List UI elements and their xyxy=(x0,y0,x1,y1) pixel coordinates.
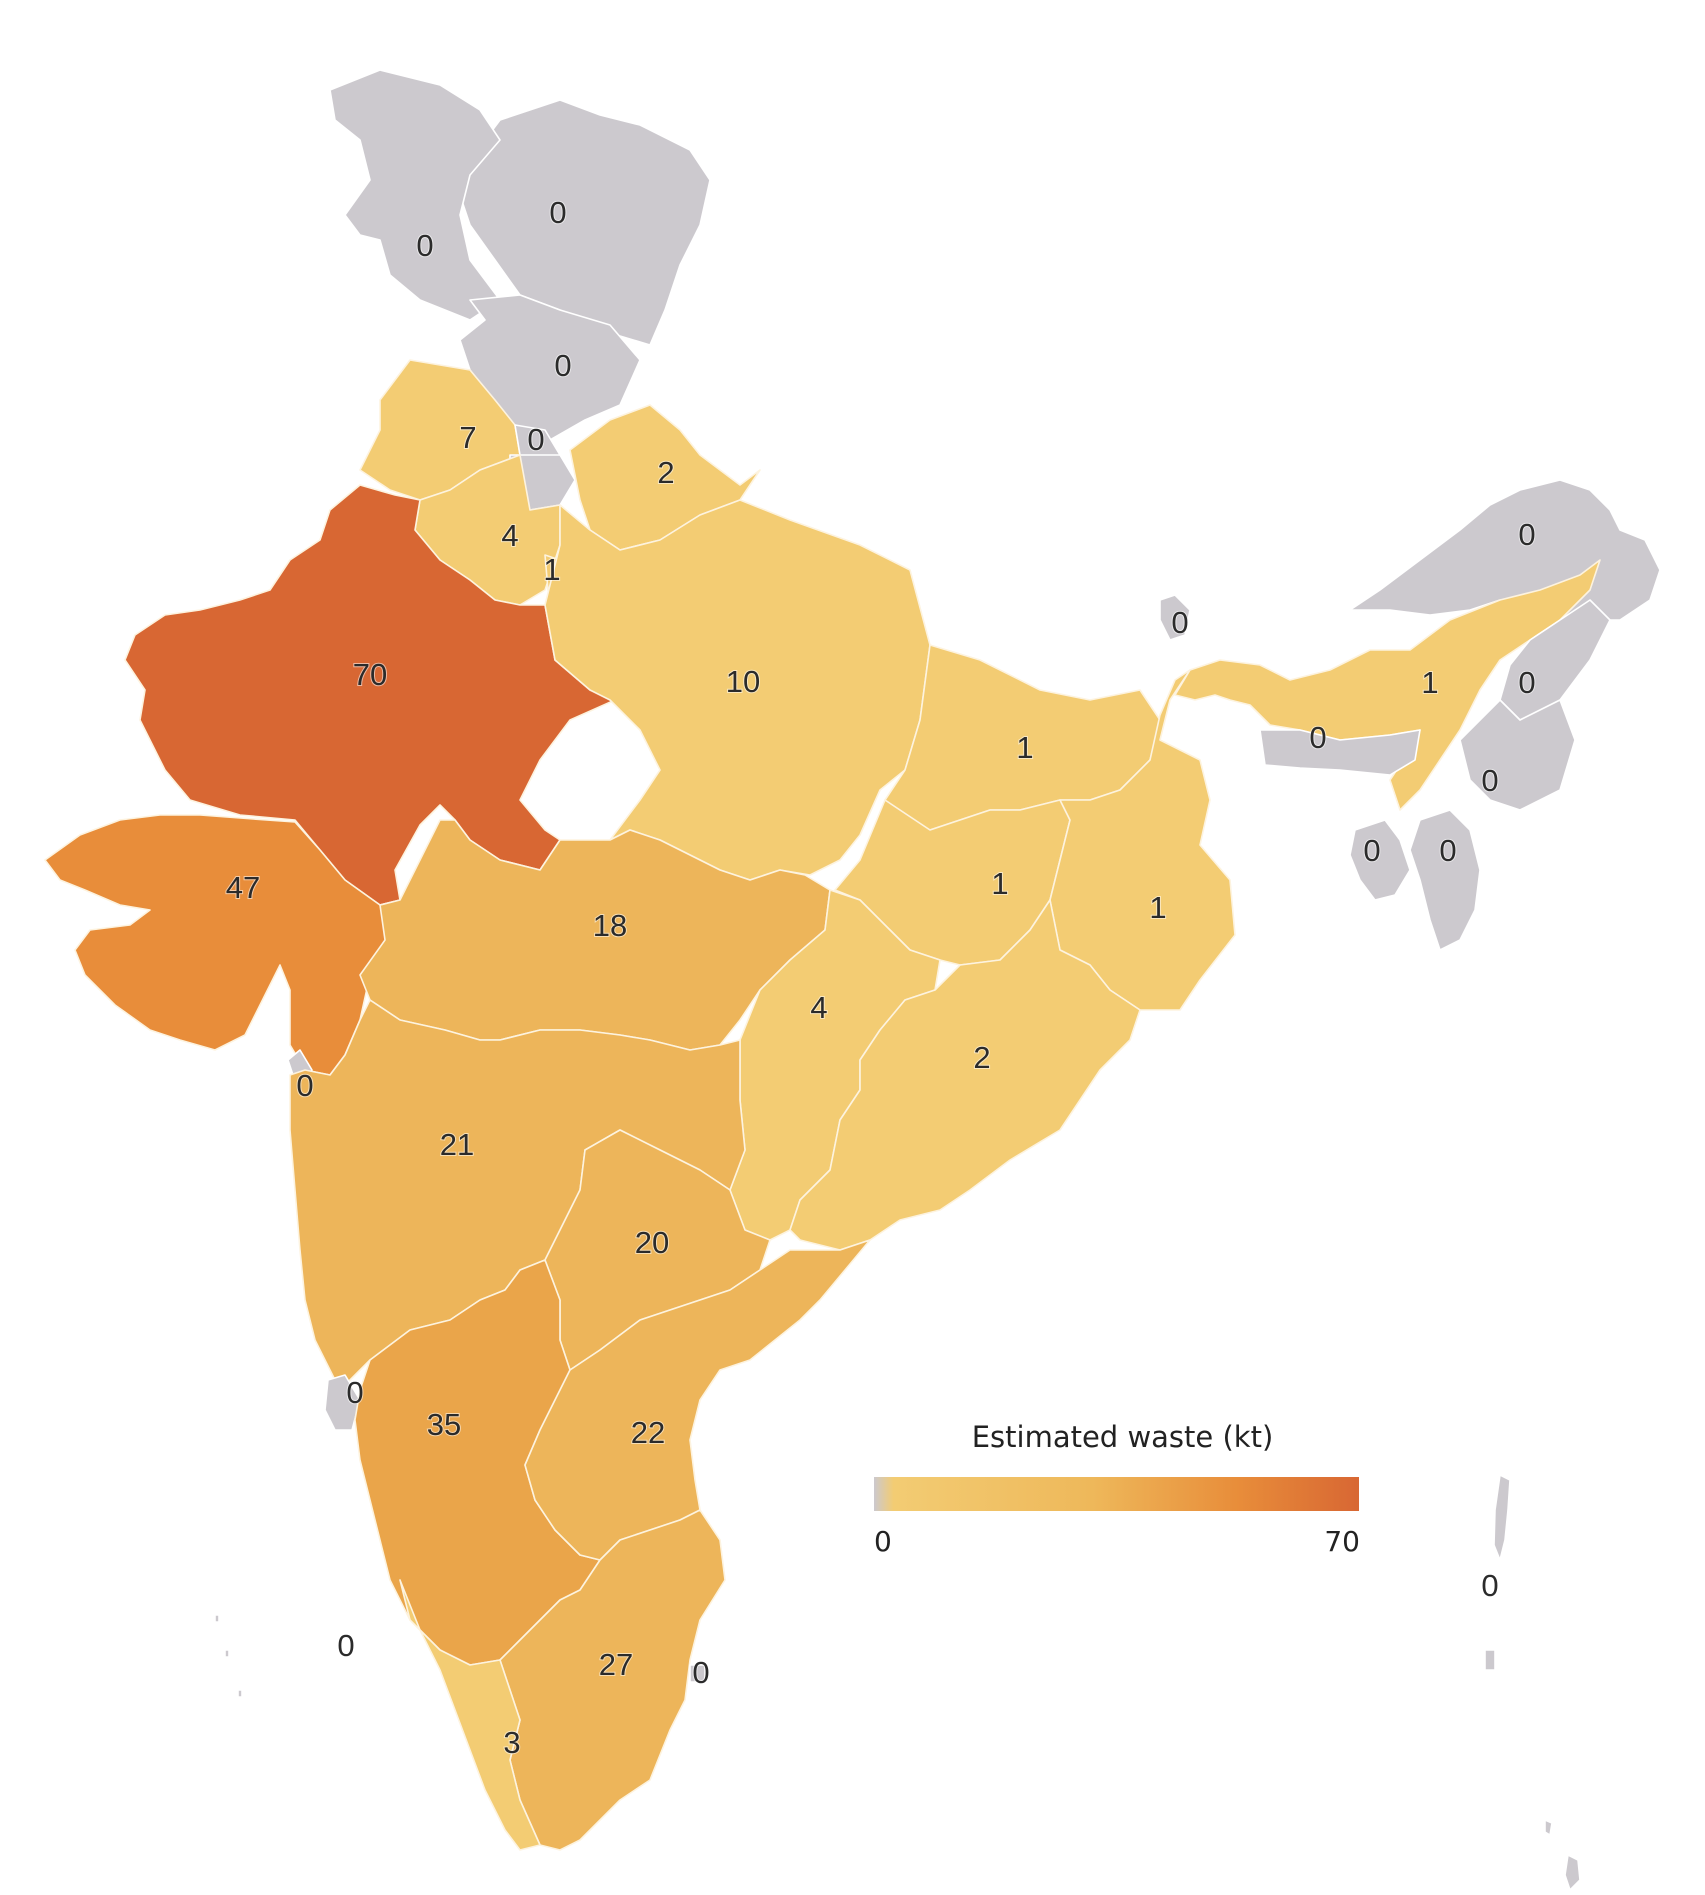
region-andhra-pradesh xyxy=(524,1239,871,1561)
region-shape-andaman-nicobar xyxy=(1484,1649,1496,1671)
value-label-madhya-pradesh: 18 xyxy=(593,908,627,943)
value-label-telangana: 20 xyxy=(635,1225,669,1260)
value-label-andaman-nicobar: 0 xyxy=(1481,1568,1498,1603)
value-label-delhi: 1 xyxy=(543,552,560,587)
value-label-mizoram: 0 xyxy=(1439,833,1456,868)
region-shape-gujarat xyxy=(44,814,391,1076)
region-shape-jk-west xyxy=(329,69,501,321)
value-label-chhattisgarh: 4 xyxy=(810,990,827,1025)
value-label-rajasthan: 70 xyxy=(353,657,387,692)
region-shape-sikkim xyxy=(1159,594,1191,641)
region-shape-andhra-pradesh xyxy=(524,1239,871,1561)
value-label-assam: 1 xyxy=(1421,665,1438,700)
value-label-west-bengal: 1 xyxy=(1149,890,1166,925)
region-shape-ladakh xyxy=(459,99,711,346)
value-label-jk-west: 0 xyxy=(416,228,433,263)
value-label-maharashtra: 21 xyxy=(440,1127,474,1162)
region-shape-nagaland xyxy=(1499,599,1611,721)
value-label-karnataka: 35 xyxy=(427,1407,461,1442)
value-label-odisha: 2 xyxy=(973,1040,990,1075)
value-label-tamil-nadu: 27 xyxy=(599,1647,633,1682)
region-shape-puducherry xyxy=(689,1664,706,1683)
region-shape-lakshadweep xyxy=(224,1649,230,1658)
legend-color-bar xyxy=(874,1477,1359,1511)
value-label-jk-south: 0 xyxy=(554,348,571,383)
value-label-ladakh: 0 xyxy=(549,195,566,230)
region-odisha xyxy=(789,899,1141,1251)
legend-min-label: 0 xyxy=(874,1525,892,1558)
value-label-uttar-pradesh: 10 xyxy=(726,664,760,699)
value-label-arunachal: 0 xyxy=(1518,517,1535,552)
region-shape-rajasthan xyxy=(124,484,616,906)
value-label-sikkim: 0 xyxy=(1171,605,1188,640)
value-label-bihar: 1 xyxy=(1016,730,1033,765)
region-ladakh xyxy=(459,99,711,346)
region-sikkim xyxy=(1159,594,1191,641)
region-shape-andaman-nicobar xyxy=(1544,1819,1553,1836)
region-west-bengal xyxy=(1049,669,1236,1011)
region-nagaland xyxy=(1499,599,1611,721)
region-shape-tripura xyxy=(1349,819,1411,901)
value-label-punjab: 7 xyxy=(459,420,476,455)
value-label-goa: 0 xyxy=(346,1375,363,1410)
region-shape-lakshadweep xyxy=(237,1689,243,1698)
region-shape-kerala xyxy=(399,1579,541,1851)
value-label-nagaland: 0 xyxy=(1518,665,1535,700)
region-puducherry xyxy=(689,1664,706,1683)
value-label-kerala: 3 xyxy=(503,1725,520,1760)
region-gujarat xyxy=(44,814,391,1076)
region-mizoram xyxy=(1409,809,1481,951)
region-kerala xyxy=(399,1579,541,1851)
value-label-chandigarh: 0 xyxy=(527,422,544,457)
region-shape-andaman-nicobar xyxy=(1493,1474,1511,1561)
value-label-andhra-pradesh: 22 xyxy=(631,1415,665,1450)
value-label-dnh-daman: 0 xyxy=(296,1068,313,1103)
region-manipur xyxy=(1459,699,1576,811)
value-label-manipur: 0 xyxy=(1481,763,1498,798)
region-assam xyxy=(1174,559,1601,811)
value-label-jharkhand: 1 xyxy=(991,866,1008,901)
legend-title: Estimated waste (kt) xyxy=(971,1420,1274,1454)
region-shape-odisha xyxy=(789,899,1141,1251)
region-shape-meghalaya xyxy=(1259,729,1421,776)
region-shape-goa xyxy=(324,1374,361,1431)
region-tripura xyxy=(1349,819,1411,901)
region-rajasthan xyxy=(124,484,616,906)
region-andaman-nicobar xyxy=(1484,1474,1581,1891)
region-meghalaya xyxy=(1259,729,1421,776)
region-shape-assam xyxy=(1174,559,1601,811)
value-label-gujarat: 47 xyxy=(226,870,260,905)
legend-gradient-rect xyxy=(874,1477,1359,1511)
value-label-tripura: 0 xyxy=(1363,833,1380,868)
regions-layer xyxy=(44,69,1661,1891)
value-label-uttarakhand: 2 xyxy=(657,455,674,490)
region-shape-lakshadweep xyxy=(214,1614,220,1623)
value-label-puducherry: 0 xyxy=(692,1655,709,1690)
value-label-meghalaya: 0 xyxy=(1309,720,1326,755)
region-shape-mizoram xyxy=(1409,809,1481,951)
value-label-haryana: 4 xyxy=(501,518,518,553)
region-jk-west xyxy=(329,69,501,321)
region-goa xyxy=(324,1374,361,1431)
region-lakshadweep xyxy=(214,1614,243,1698)
region-shape-west-bengal xyxy=(1049,669,1236,1011)
region-shape-andaman-nicobar xyxy=(1564,1854,1581,1891)
legend-max-label: 70 xyxy=(1324,1525,1360,1558)
region-shape-manipur xyxy=(1459,699,1576,811)
value-label-lakshadweep: 0 xyxy=(337,1628,354,1663)
